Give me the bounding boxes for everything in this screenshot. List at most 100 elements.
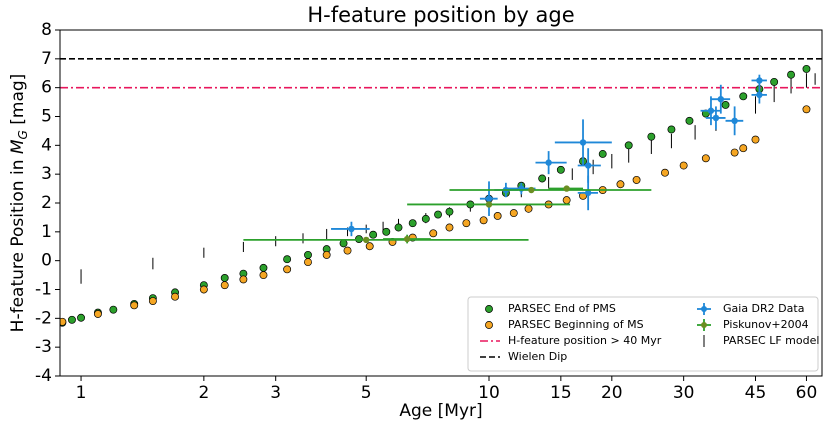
y-tick-label: 0 [41, 251, 52, 271]
point [93, 310, 102, 318]
legend-label: PARSEC End of PMS [508, 302, 616, 315]
point [148, 297, 157, 305]
point [445, 207, 454, 216]
legend-marker [485, 321, 493, 329]
point [701, 154, 710, 163]
y-tick-label: 5 [41, 107, 52, 127]
point [770, 77, 779, 86]
point [509, 209, 518, 218]
point [562, 196, 571, 205]
point [524, 204, 533, 213]
x-tick-label: 1 [76, 383, 87, 403]
point [647, 132, 656, 141]
point [304, 258, 312, 267]
x-tick-label: 60 [796, 383, 818, 403]
point [756, 77, 763, 84]
point [528, 186, 535, 194]
point [362, 236, 370, 244]
point [239, 275, 248, 284]
point [283, 265, 292, 274]
point [579, 139, 587, 146]
point [739, 144, 748, 153]
legend-label: Wielen Dip [508, 350, 567, 363]
legend-marker [701, 322, 707, 328]
y-tick-label: 7 [41, 49, 52, 69]
point [598, 150, 607, 158]
y-axis-label: H-feature Position in MG [mag] [8, 74, 30, 333]
point [130, 301, 139, 310]
plot-area [60, 58, 822, 327]
y-tick-label: -1 [35, 280, 52, 300]
point [538, 174, 547, 183]
point [756, 91, 763, 99]
x-tick-label: 45 [745, 383, 767, 403]
point [739, 92, 748, 101]
point [751, 135, 760, 144]
point [584, 162, 592, 169]
y-label-text: H-feature Position in [8, 154, 28, 332]
point [322, 250, 331, 259]
point [545, 159, 552, 166]
x-axis-label: Age [Myr] [399, 401, 482, 421]
y-tick-label: 1 [41, 222, 52, 242]
x-tick-label: 15 [550, 383, 572, 403]
point [171, 292, 180, 301]
point [339, 239, 348, 248]
point [485, 195, 493, 202]
point [707, 107, 715, 114]
y-tick-label: 3 [41, 164, 52, 184]
y-tick-label: -2 [35, 308, 52, 328]
x-tick-label: 10 [478, 383, 500, 403]
point [199, 285, 208, 294]
point [624, 141, 633, 150]
point [382, 227, 391, 236]
legend-marker [485, 305, 493, 313]
point [563, 185, 570, 192]
point [802, 64, 811, 73]
y-tick-label: 4 [41, 135, 52, 155]
y-tick-label: 6 [41, 78, 52, 98]
plot-frame [59, 29, 823, 377]
point [685, 116, 694, 125]
point [77, 313, 85, 322]
point [679, 161, 688, 170]
point [479, 216, 488, 225]
point [304, 250, 312, 259]
point [348, 225, 355, 233]
point [220, 274, 229, 282]
point [667, 125, 676, 134]
point [802, 105, 811, 114]
point [60, 317, 67, 326]
point [343, 246, 352, 255]
legend-label: PARSEC Beginning of MS [508, 318, 644, 331]
point [259, 263, 268, 272]
x-tick-label: 5 [361, 383, 372, 403]
point [109, 305, 118, 314]
legend-label: Piskunov+2004 [723, 318, 809, 331]
point [731, 117, 738, 125]
legend-label: Gaia DR2 Data [723, 302, 804, 315]
point [259, 271, 268, 280]
legend-label: H-feature position > 40 Myr [508, 334, 662, 347]
point [661, 168, 669, 177]
point [616, 180, 625, 189]
point [485, 201, 493, 208]
y-tick-label: 2 [41, 193, 52, 213]
y-label-unit: [mag] [8, 74, 28, 130]
point [68, 315, 76, 324]
x-tick-label: 3 [270, 383, 281, 403]
point [394, 223, 403, 232]
y-tick-label: -3 [35, 337, 52, 357]
point [408, 219, 417, 228]
x-tick-label: 20 [601, 383, 623, 403]
y-tick-label: -4 [35, 366, 52, 386]
point [632, 175, 641, 184]
point [445, 223, 454, 232]
point [434, 210, 442, 219]
legend-box [467, 296, 819, 372]
point [462, 219, 471, 228]
point [721, 101, 730, 109]
y-label-symbol: M [8, 139, 28, 154]
point [717, 96, 725, 103]
